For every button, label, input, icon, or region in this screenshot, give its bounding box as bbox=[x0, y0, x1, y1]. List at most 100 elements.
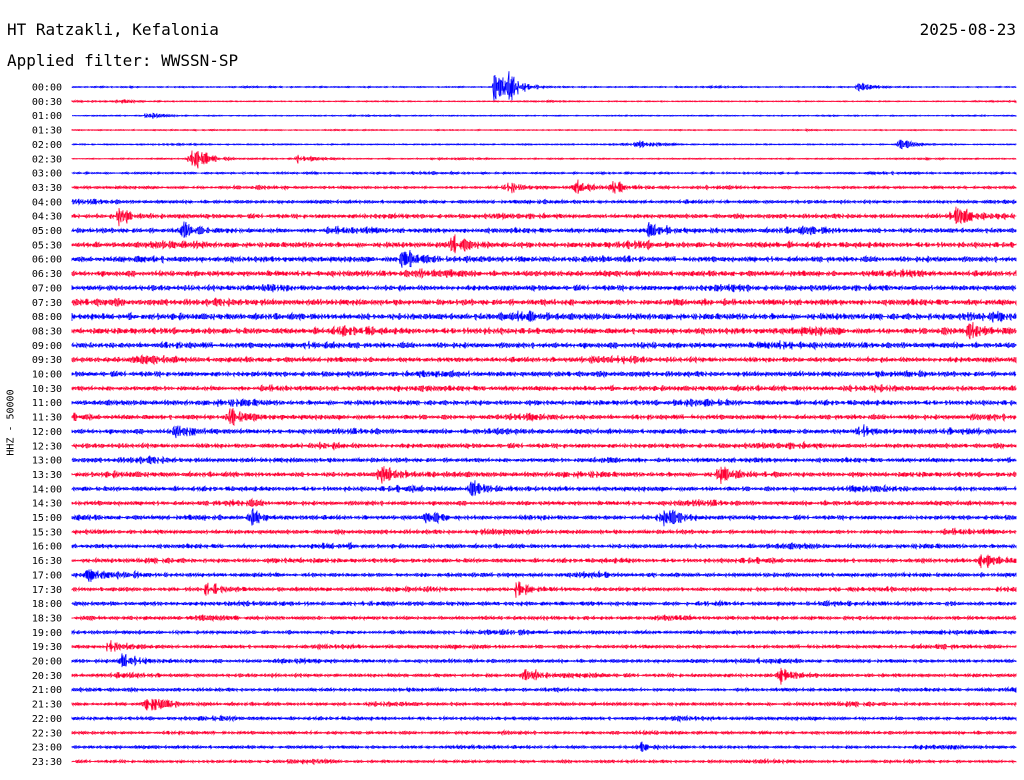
row-time-label: 18:30 bbox=[32, 613, 62, 624]
row-time-label: 22:30 bbox=[32, 728, 62, 739]
seismic-trace-1300 bbox=[71, 455, 1017, 465]
seismic-trace-0130 bbox=[71, 128, 1017, 133]
seismic-trace-0430 bbox=[71, 206, 1017, 227]
row-time-label: 09:30 bbox=[32, 355, 62, 366]
row-time-label: 06:00 bbox=[32, 255, 62, 266]
seismic-trace-2300 bbox=[71, 741, 1017, 753]
row-time-label: 16:00 bbox=[32, 542, 62, 553]
row-time-label: 16:30 bbox=[32, 556, 62, 567]
row-time-label: 13:30 bbox=[32, 470, 62, 481]
seismic-trace-1900 bbox=[71, 628, 1017, 637]
seismic-trace-1830 bbox=[71, 613, 1017, 623]
row-time-label: 12:00 bbox=[32, 427, 62, 438]
trace-group bbox=[71, 71, 1017, 766]
seismic-trace-1730 bbox=[71, 581, 1017, 598]
seismic-trace-1600 bbox=[71, 541, 1017, 551]
row-time-label: 01:00 bbox=[32, 111, 62, 122]
seismic-trace-2030 bbox=[71, 667, 1017, 685]
row-time-label: 08:30 bbox=[32, 326, 62, 337]
row-time-label: 03:30 bbox=[32, 183, 62, 194]
seismic-trace-2000 bbox=[71, 653, 1017, 668]
row-time-label: 20:30 bbox=[32, 671, 62, 682]
seismic-trace-0230 bbox=[71, 150, 1017, 169]
row-time-label: 04:30 bbox=[32, 212, 62, 223]
row-time-label: 00:00 bbox=[32, 83, 62, 94]
row-time-label: 09:00 bbox=[32, 341, 62, 352]
row-label-group: 00:00 00:30 01:00 01:30 02:00 02:30 03:00 03:30… bbox=[32, 83, 62, 768]
row-time-label: 23:00 bbox=[32, 743, 62, 754]
seismic-trace-1630 bbox=[71, 554, 1017, 569]
row-time-label: 02:30 bbox=[32, 154, 62, 165]
seismic-trace-1130 bbox=[71, 408, 1017, 426]
seismic-trace-2230 bbox=[71, 729, 1017, 737]
seismic-trace-0500 bbox=[71, 221, 1017, 238]
row-time-label: 03:00 bbox=[32, 169, 62, 180]
row-time-label: 19:30 bbox=[32, 642, 62, 653]
row-time-label: 17:00 bbox=[32, 570, 62, 581]
row-time-label: 11:30 bbox=[32, 413, 62, 424]
seismic-trace-1330 bbox=[71, 466, 1017, 485]
seismic-trace-0730 bbox=[71, 297, 1017, 308]
row-time-label: 22:00 bbox=[32, 714, 62, 725]
seismic-trace-0000 bbox=[71, 71, 1017, 101]
row-time-label: 21:30 bbox=[32, 700, 62, 711]
seismic-trace-0200 bbox=[71, 139, 1017, 150]
seismic-trace-1100 bbox=[71, 398, 1017, 407]
row-time-label: 21:00 bbox=[32, 685, 62, 696]
seismic-trace-1000 bbox=[71, 369, 1017, 379]
station-title: HT Ratzakli, Kefalonia bbox=[7, 20, 219, 39]
seismic-trace-1530 bbox=[71, 527, 1017, 536]
seismic-trace-0800 bbox=[71, 310, 1017, 323]
seismic-trace-1930 bbox=[71, 640, 1017, 652]
seismic-trace-2330 bbox=[71, 757, 1017, 766]
row-time-label: 08:00 bbox=[32, 312, 62, 323]
row-time-label: 12:30 bbox=[32, 441, 62, 452]
row-time-label: 14:00 bbox=[32, 484, 62, 495]
seismic-trace-1030 bbox=[71, 383, 1017, 393]
seismic-trace-0530 bbox=[71, 234, 1017, 254]
row-time-label: 19:00 bbox=[32, 628, 62, 639]
row-time-label: 06:30 bbox=[32, 269, 62, 280]
row-time-label: 13:00 bbox=[32, 456, 62, 467]
seismic-trace-0030 bbox=[71, 99, 1017, 105]
row-time-label: 15:30 bbox=[32, 527, 62, 538]
row-time-label: 18:00 bbox=[32, 599, 62, 610]
row-time-label: 04:00 bbox=[32, 197, 62, 208]
seismic-trace-1430 bbox=[71, 497, 1017, 508]
row-time-label: 10:30 bbox=[32, 384, 62, 395]
row-time-label: 02:00 bbox=[32, 140, 62, 151]
row-time-label: 07:00 bbox=[32, 283, 62, 294]
seismic-trace-1200 bbox=[71, 424, 1017, 439]
seismic-trace-2200 bbox=[71, 714, 1017, 723]
row-time-label: 00:30 bbox=[32, 97, 62, 108]
seismic-trace-1700 bbox=[71, 569, 1017, 582]
seismic-trace-1230 bbox=[71, 440, 1017, 451]
seismic-trace-0930 bbox=[71, 354, 1017, 366]
filter-label: Applied filter: WWSSN-SP bbox=[7, 51, 239, 70]
row-time-label: 23:30 bbox=[32, 757, 62, 768]
seismic-trace-0300 bbox=[71, 170, 1017, 176]
seismic-trace-0600 bbox=[71, 249, 1017, 268]
row-time-label: 17:30 bbox=[32, 585, 62, 596]
row-time-label: 05:30 bbox=[32, 240, 62, 251]
row-time-label: 10:00 bbox=[32, 370, 62, 381]
seismic-trace-2100 bbox=[71, 686, 1017, 694]
date-label: 2025-08-23 bbox=[919, 20, 1016, 39]
seismic-trace-1400 bbox=[71, 480, 1017, 497]
seismic-trace-0900 bbox=[71, 340, 1017, 351]
seismic-trace-0830 bbox=[71, 322, 1017, 340]
seismic-trace-0100 bbox=[71, 112, 1017, 119]
seismic-trace-0400 bbox=[71, 198, 1017, 206]
seismic-trace-1800 bbox=[71, 599, 1017, 608]
seismic-trace-0630 bbox=[71, 268, 1017, 279]
row-time-label: 07:30 bbox=[32, 298, 62, 309]
row-time-label: 05:00 bbox=[32, 226, 62, 237]
row-time-label: 15:00 bbox=[32, 513, 62, 524]
seismic-trace-1500 bbox=[71, 508, 1017, 527]
row-time-label: 20:00 bbox=[32, 657, 62, 668]
seismic-trace-0700 bbox=[71, 282, 1017, 293]
row-time-label: 14:30 bbox=[32, 499, 62, 510]
row-time-label: 01:30 bbox=[32, 126, 62, 137]
row-time-label: 11:00 bbox=[32, 398, 62, 409]
